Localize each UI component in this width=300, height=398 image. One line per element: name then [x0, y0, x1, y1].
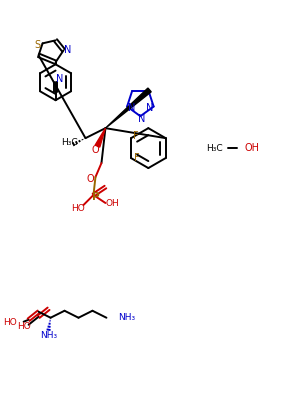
Text: OH: OH [106, 199, 119, 209]
Text: HO: HO [70, 205, 84, 213]
Text: N: N [64, 45, 71, 55]
Text: N: N [56, 74, 63, 84]
Text: NH₃: NH₃ [40, 331, 57, 340]
Text: N: N [138, 114, 145, 124]
Text: S: S [34, 40, 41, 51]
Text: HO: HO [3, 318, 16, 327]
Text: OH: OH [244, 143, 259, 153]
Text: P: P [92, 192, 99, 202]
Text: NH₃: NH₃ [118, 313, 136, 322]
Text: H₃C: H₃C [206, 144, 223, 152]
Text: N: N [146, 103, 153, 113]
Text: HO: HO [16, 322, 30, 331]
Text: O: O [92, 145, 99, 155]
Text: F: F [134, 153, 140, 163]
Polygon shape [95, 128, 105, 147]
Text: O: O [87, 174, 94, 184]
Text: N: N [128, 103, 136, 113]
Text: F: F [133, 131, 139, 141]
Text: H₃C: H₃C [61, 138, 78, 146]
Polygon shape [105, 88, 151, 128]
